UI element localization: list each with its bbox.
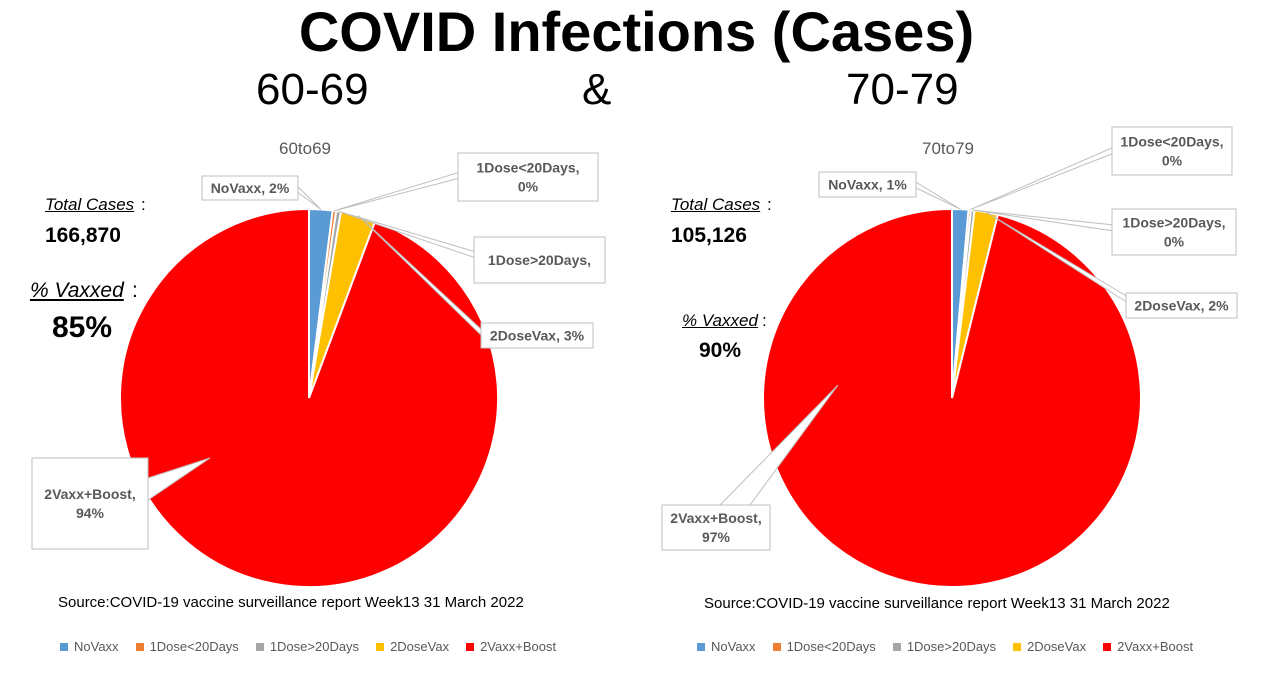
data-label: 2DoseVax, 3% bbox=[490, 328, 585, 344]
legend-swatch bbox=[892, 642, 901, 651]
data-label: 94% bbox=[76, 505, 105, 521]
legend-item: 2DoseVax bbox=[376, 639, 449, 654]
legend-item: 2Vaxx+Boost bbox=[466, 639, 556, 654]
legend-label: 2Vaxx+Boost bbox=[1117, 639, 1194, 654]
total-cases-colon-right: : bbox=[767, 195, 772, 214]
legend-swatch bbox=[376, 642, 385, 651]
legend-swatch bbox=[772, 642, 781, 651]
total-cases-label-right: Total Cases bbox=[671, 195, 761, 214]
callout-box bbox=[661, 504, 771, 551]
callout-box bbox=[201, 175, 299, 201]
legend-label: 1Dose<20Days bbox=[149, 639, 239, 654]
vaxxed-label-left: % Vaxxed bbox=[30, 279, 124, 302]
data-label: 2DoseVax, 2% bbox=[1134, 298, 1229, 314]
callout-box bbox=[457, 152, 599, 202]
legend-item: 1Dose<20Days bbox=[772, 639, 876, 654]
total-cases-value-left: 166,870 bbox=[45, 224, 121, 247]
legend-swatch bbox=[1013, 642, 1022, 651]
callout-box bbox=[480, 322, 594, 349]
callout-box bbox=[31, 457, 149, 550]
callout-box bbox=[1111, 208, 1237, 256]
legend-item: 1Dose>20Days bbox=[892, 639, 997, 654]
legend-label: 2Vaxx+Boost bbox=[480, 639, 557, 654]
data-label: 97% bbox=[702, 529, 731, 545]
pie-slice bbox=[119, 207, 499, 588]
callout-box bbox=[818, 171, 917, 198]
age-group-left: 60-69 bbox=[256, 65, 369, 114]
legend-label: 1Dose<20Days bbox=[786, 639, 876, 654]
ampersand: & bbox=[582, 65, 612, 114]
callout-box bbox=[1111, 126, 1233, 176]
legend-label: 1Dose>20Days bbox=[906, 639, 997, 654]
legend-swatch bbox=[1103, 642, 1112, 651]
callout-box bbox=[1125, 292, 1238, 319]
pie-slice bbox=[762, 207, 1142, 588]
data-label: 1Dose<20Days, bbox=[476, 160, 579, 176]
callout-pointer bbox=[913, 180, 961, 210]
vaxxed-colon-left: : bbox=[132, 279, 138, 302]
legend-label: 2DoseVax bbox=[1027, 639, 1087, 654]
legend-swatch bbox=[135, 642, 144, 651]
data-label: NoVaxx, 2% bbox=[211, 180, 290, 196]
data-label: 2Vaxx+Boost, bbox=[670, 510, 761, 526]
legend-swatch bbox=[466, 642, 475, 651]
legend-right: NoVaxx 1Dose<20Days 1Dose>20Days 2DoseVa… bbox=[697, 639, 1210, 654]
legend-item: NoVaxx bbox=[697, 639, 756, 654]
vaxxed-colon-right: : bbox=[762, 311, 767, 330]
legend-label: 2DoseVax bbox=[390, 639, 450, 654]
legend-swatch bbox=[60, 642, 68, 651]
legend-swatch bbox=[255, 642, 264, 651]
legend-label: NoVaxx bbox=[711, 639, 756, 654]
chart-title-right: 70to79 bbox=[922, 139, 974, 158]
data-label: 1Dose>20Days, bbox=[488, 252, 591, 268]
callout-pointer bbox=[334, 171, 461, 212]
legend-item: 1Dose>20Days bbox=[255, 639, 360, 654]
vaxxed-value-right: 90% bbox=[699, 339, 742, 362]
total-cases-colon-left: : bbox=[141, 195, 146, 214]
data-label: NoVaxx, 1% bbox=[828, 177, 907, 193]
total-cases-label-left: Total Cases bbox=[45, 195, 135, 214]
legend-item: 1Dose<20Days bbox=[135, 639, 239, 654]
data-label: 2Vaxx+Boost, bbox=[44, 486, 135, 502]
data-label: 1Dose>20Days, bbox=[1122, 215, 1225, 231]
legend-label: 1Dose>20Days bbox=[269, 639, 360, 654]
data-label: 0% bbox=[1162, 153, 1183, 169]
legend-left: NoVaxx 1Dose<20Days 1Dose>20Days 2DoseVa… bbox=[60, 639, 573, 654]
data-label: 1Dose<20Days, bbox=[1120, 134, 1223, 150]
source-note-right: Source:COVID-19 vaccine surveillance rep… bbox=[704, 595, 1170, 612]
callout-pointer bbox=[295, 183, 322, 210]
total-cases-value-right: 105,126 bbox=[671, 224, 747, 247]
chart-title-left: 60to69 bbox=[279, 139, 331, 158]
callout-pointer bbox=[969, 146, 1115, 211]
data-label: 0% bbox=[518, 179, 539, 195]
page-title: COVID Infections (Cases) bbox=[298, 0, 975, 63]
source-note-left: Source:COVID-19 vaccine surveillance rep… bbox=[58, 594, 524, 611]
legend-item: 2Vaxx+Boost bbox=[1103, 639, 1193, 654]
callout-box bbox=[473, 236, 606, 284]
age-group-right: 70-79 bbox=[846, 65, 959, 114]
legend-item: 2DoseVax bbox=[1013, 639, 1086, 654]
legend-label: NoVaxx bbox=[74, 639, 119, 654]
data-label: 0% bbox=[1164, 234, 1185, 250]
legend-swatch bbox=[697, 642, 705, 651]
vaxxed-value-left: 85% bbox=[52, 311, 113, 344]
legend-item: NoVaxx bbox=[60, 639, 119, 654]
vaxxed-label-right: % Vaxxed bbox=[682, 311, 758, 330]
